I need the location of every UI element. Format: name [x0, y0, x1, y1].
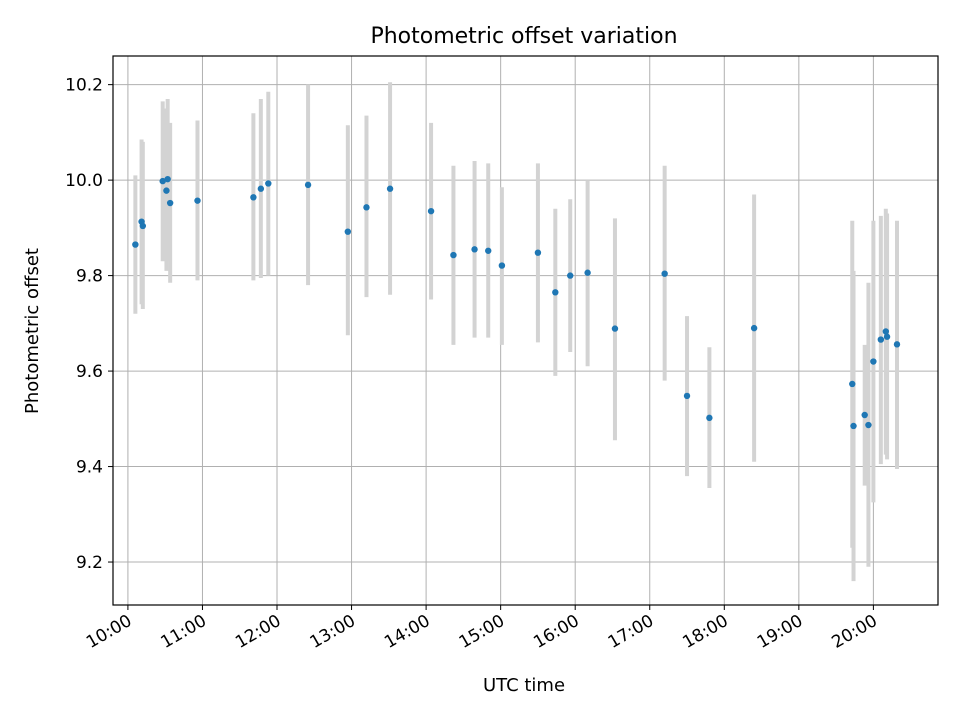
y-axis-ticks: 9.2 9.4 9.6 9.8 10.0 10.2: [65, 76, 113, 573]
y-tick-label: 9.6: [76, 362, 103, 382]
data-point: [363, 204, 370, 211]
y-axis-label: Photometric offset: [22, 248, 43, 414]
data-point: [865, 421, 872, 429]
y-tick-label: 10.0: [65, 171, 103, 191]
data-point: [194, 197, 201, 204]
data-point: [850, 422, 857, 430]
data-point: [164, 175, 171, 183]
data-point: [849, 380, 856, 388]
data-point: [485, 247, 492, 254]
data-point: [163, 187, 170, 194]
data-point: [265, 180, 272, 187]
data-point: [877, 336, 885, 343]
x-axis-label: UTC time: [483, 675, 565, 696]
data-point: [750, 324, 758, 332]
chart-title: Photometric offset variation: [370, 24, 677, 49]
data-point: [883, 333, 891, 340]
data-point: [250, 194, 257, 201]
y-tick-label: 10.2: [65, 76, 103, 96]
data-point: [427, 207, 435, 215]
data-point: [552, 289, 559, 296]
data-point: [304, 181, 312, 189]
data-point: [882, 328, 890, 335]
plot-frame: [112, 55, 939, 606]
data-point: [893, 341, 901, 348]
data-points: [132, 175, 901, 430]
data-point: [611, 325, 619, 332]
y-tick-label: 9.4: [76, 458, 103, 478]
y-tick-label: 9.2: [76, 553, 103, 573]
data-point: [661, 270, 668, 277]
data-point: [471, 246, 478, 253]
data-point: [534, 249, 542, 256]
data-point: [683, 392, 691, 400]
data-point: [706, 414, 713, 422]
data-point: [257, 185, 265, 192]
data-point: [450, 251, 457, 259]
data-point: [132, 241, 139, 248]
data-point: [870, 358, 877, 365]
data-point: [166, 199, 174, 207]
data-point: [386, 185, 394, 192]
data-point: [861, 411, 868, 419]
data-point: [567, 272, 574, 279]
data-point: [139, 222, 147, 230]
data-point: [498, 262, 506, 269]
data-point: [584, 269, 591, 276]
data-point: [159, 177, 166, 185]
y-tick-label: 9.8: [76, 267, 103, 287]
data-point: [344, 228, 352, 235]
